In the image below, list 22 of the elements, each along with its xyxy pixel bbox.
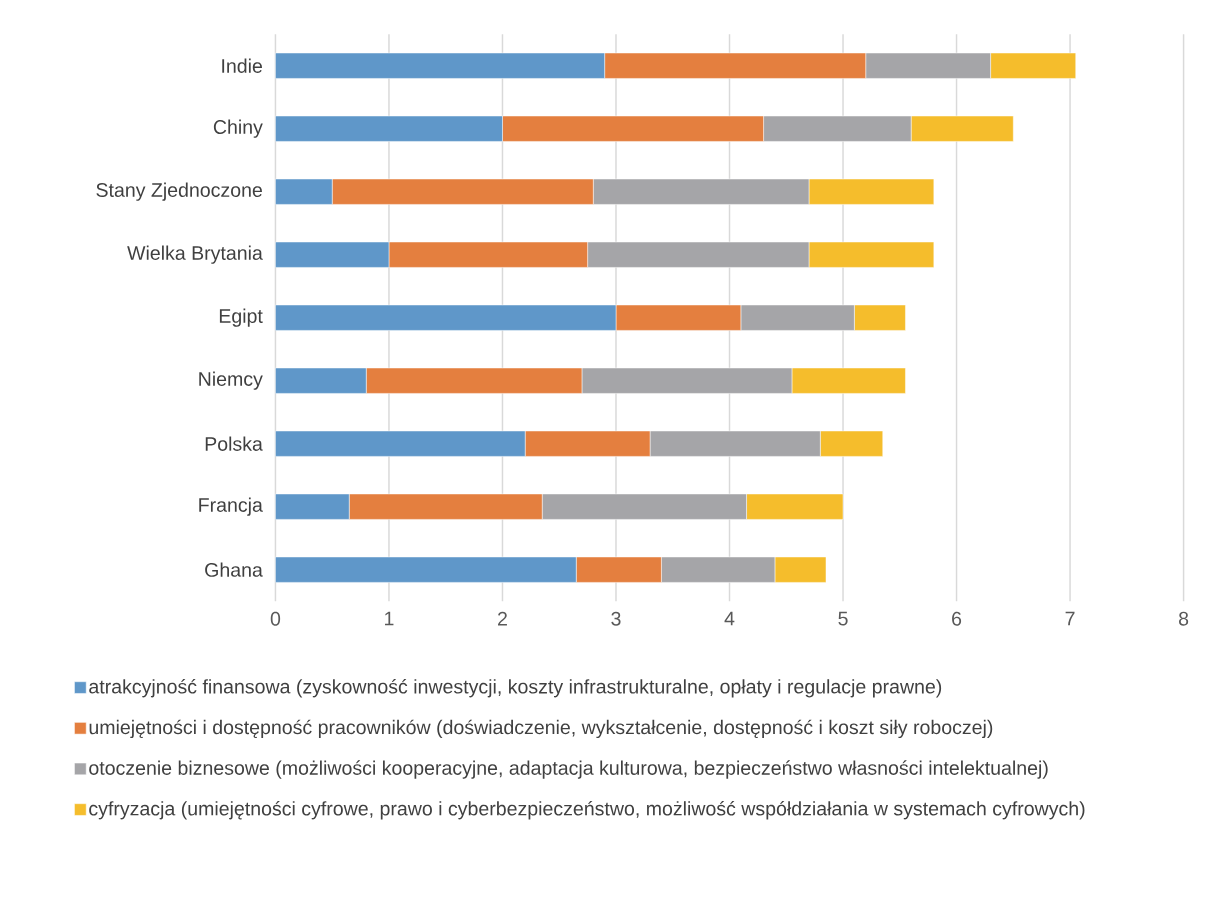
- y-tick-label: Ghana: [205, 562, 263, 577]
- legend-label: atrakcyjność finansowa (zyskowność inwestycji, koszty infrastrukturalne, opłaty i regulacje prawne): [89, 678, 942, 698]
- x-tick-label: 4: [724, 611, 735, 626]
- y-tick-label: Chiny: [213, 119, 263, 138]
- x-tick-label: 5: [838, 611, 848, 626]
- y-tick-label: Francja: [199, 497, 263, 516]
- y-tick-label: Stany Zjednoczone: [96, 182, 262, 201]
- x-tick-label: 8: [1178, 611, 1189, 626]
- y-tick-label: Niemcy: [199, 371, 263, 390]
- legend-label: otoczenie biznesowe (możliwości kooperacyjne, adaptacja kulturowa, bezpieczeństwo własności intelektualnej): [89, 760, 1048, 779]
- y-tick-label: Egipt: [219, 308, 263, 327]
- y-tick-label: Indie: [222, 58, 262, 73]
- x-tick-label: 2: [498, 611, 507, 626]
- y-tick-label: Wielka Brytania: [127, 245, 263, 264]
- x-tick-label: 1: [385, 611, 394, 626]
- x-tick-label: 3: [611, 611, 621, 626]
- legend-label: umiejętności i dostępność pracowników (doświadczenie, wykształcenie, dostępność i koszt siły roboczej): [89, 719, 993, 739]
- x-tick-label: 0: [270, 611, 281, 626]
- legend-label: cyfryzacja (umiejętności cyfrowe, prawo i cyberbezpieczeństwo, możliwość współdziałania w systemach cyfrowych): [89, 800, 1085, 820]
- x-tick-label: 7: [1065, 611, 1075, 626]
- x-tick-label: 6: [952, 611, 962, 626]
- y-tick-label: Polska: [205, 436, 263, 451]
